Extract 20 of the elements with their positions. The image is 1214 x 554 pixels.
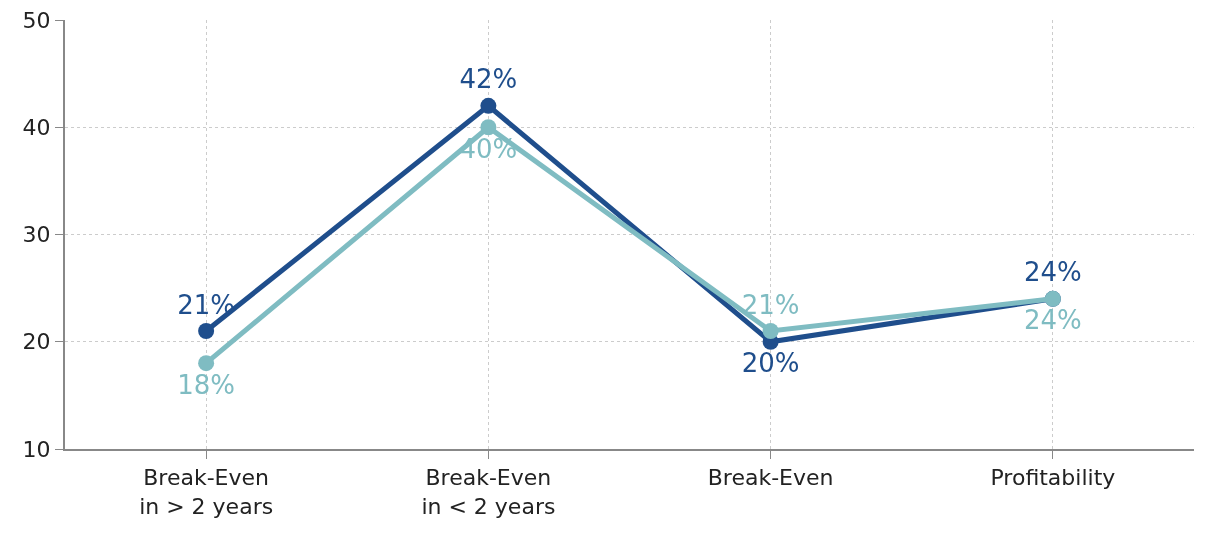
data-label: 42% — [459, 64, 518, 95]
data-label: 24% — [1023, 305, 1082, 336]
y-tick-label: 30 — [22, 222, 51, 248]
x-tick-label: Break-Even in > 2 years — [139, 465, 274, 519]
y-tick-label: 40 — [22, 114, 51, 140]
y-tick-label: 50 — [22, 7, 51, 33]
data-label: 18% — [177, 369, 236, 400]
x-tick-label: Break-Even in < 2 years — [421, 465, 556, 519]
data-label: 21% — [741, 289, 800, 320]
x-tick-label: Break-Even — [707, 465, 834, 491]
data-label: 20% — [741, 348, 800, 379]
y-tick-label: 20 — [22, 329, 51, 355]
point — [198, 323, 215, 340]
point — [762, 323, 779, 340]
y-tick-label: 10 — [22, 436, 51, 462]
point — [480, 119, 497, 136]
point — [480, 97, 497, 114]
point — [198, 355, 215, 372]
data-label: 24% — [1023, 257, 1082, 288]
x-tick-label: Profitability — [990, 465, 1116, 491]
